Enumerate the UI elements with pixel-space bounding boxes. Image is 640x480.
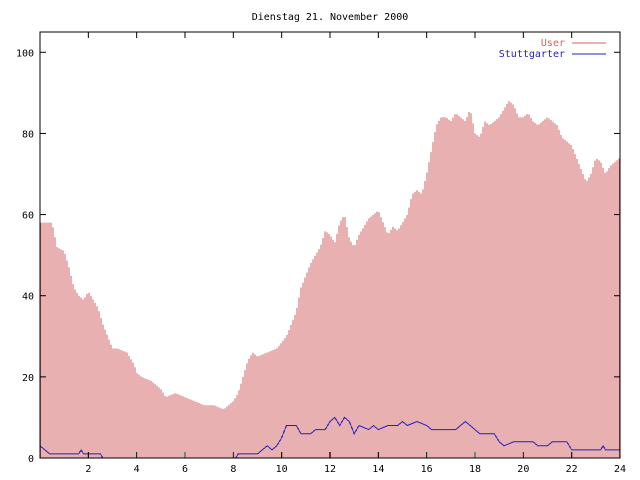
x-tick-label: 12 bbox=[324, 464, 336, 475]
y-tick-label: 80 bbox=[22, 129, 34, 140]
legend: User Stuttgarter bbox=[499, 38, 606, 60]
y-tick-label: 60 bbox=[22, 211, 34, 222]
stuttgarter-series-line bbox=[39, 416, 620, 459]
x-tick-label: 2 bbox=[85, 464, 91, 475]
x-tick-label: 8 bbox=[230, 464, 236, 475]
x-axis-ticks: 2 4 6 8 10 12 14 16 18 20 22 24 bbox=[85, 32, 626, 475]
y-tick-label: 100 bbox=[16, 48, 34, 59]
x-tick-label: 24 bbox=[614, 464, 626, 475]
chart-title: Dienstag 21. November 2000 bbox=[252, 12, 409, 23]
x-tick-label: 10 bbox=[276, 464, 288, 475]
y-axis-ticks: 0 20 40 60 80 100 bbox=[16, 48, 620, 465]
y-tick-label: 40 bbox=[22, 292, 34, 303]
x-tick-label: 4 bbox=[134, 464, 140, 475]
x-tick-label: 20 bbox=[517, 464, 529, 475]
x-tick-label: 22 bbox=[566, 464, 578, 475]
x-tick-label: 16 bbox=[421, 464, 433, 475]
y-tick-label: 0 bbox=[28, 454, 34, 465]
x-tick-label: 6 bbox=[182, 464, 188, 475]
legend-label-user: User bbox=[541, 38, 565, 49]
x-tick-label: 18 bbox=[469, 464, 481, 475]
user-impulses bbox=[40, 101, 620, 458]
x-tick-label: 14 bbox=[372, 464, 384, 475]
legend-label-stuttgarter: Stuttgarter bbox=[499, 49, 565, 60]
y-tick-label: 20 bbox=[22, 373, 34, 384]
